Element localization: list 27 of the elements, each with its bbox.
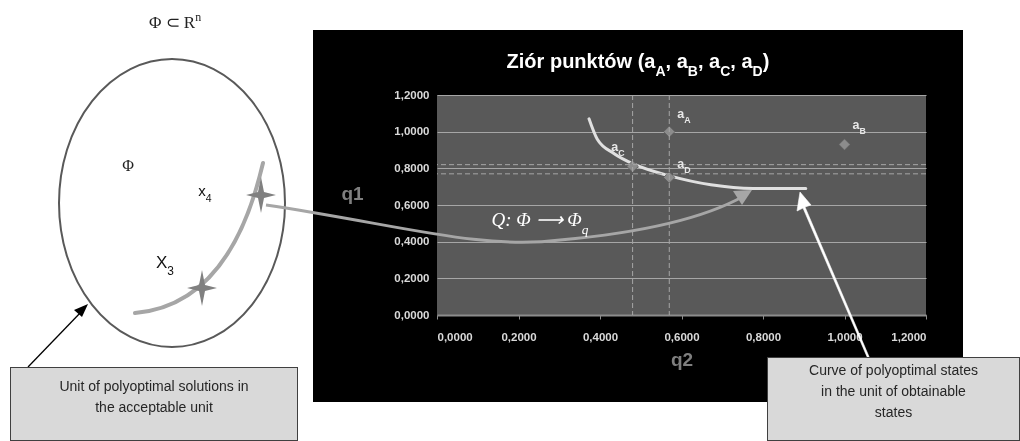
x-axis-title: q2: [670, 349, 694, 370]
y-axis-title: q1: [341, 182, 365, 204]
annotation: a$_{C}$: [611, 139, 626, 158]
y-tick-label: 0,4000: [394, 235, 430, 248]
text: X$_{3}$: [156, 253, 175, 278]
y-tick-label: 1,0000: [394, 125, 430, 138]
y-tick-label: 0,6000: [394, 198, 430, 211]
x-tick-label: 0,8000: [745, 330, 782, 343]
x-tick-label: 0,6000: [664, 330, 700, 343]
text: Curve of polyoptimal states in the unit of obtainable states: [767, 357, 1020, 441]
y-tick-label: 1,2000: [394, 88, 430, 101]
annotation: a$_{B}$: [852, 117, 866, 136]
text: Φ: [122, 157, 135, 174]
text: Unit of polyoptimal solutions in the acceptable unit: [10, 367, 298, 441]
annotation: a$_{D}$: [677, 156, 691, 175]
y-tick-label: 0,0000: [394, 308, 430, 321]
y-tick-label: 0,2000: [394, 271, 430, 284]
text: x$_{4}$: [198, 182, 212, 204]
x-tick-label: 0,4000: [582, 330, 619, 343]
x-tick-label: 0,0000: [437, 330, 473, 343]
annotation: Q: Φ ⟶ Φ$_{q}$: [491, 209, 589, 237]
x-tick-label: 1,2000: [891, 330, 927, 343]
y-tick-label: 0,8000: [394, 161, 430, 174]
x-tick-label: 0,2000: [501, 330, 537, 343]
text: Φ ⊂ R$^{n}$: [148, 10, 202, 32]
annotation: a$_{A}$: [677, 106, 692, 125]
chart-title: Ziór punktów (a$_{A}$, a$_{B}$, a$_{C}$, a$_{D}$): [506, 50, 770, 79]
